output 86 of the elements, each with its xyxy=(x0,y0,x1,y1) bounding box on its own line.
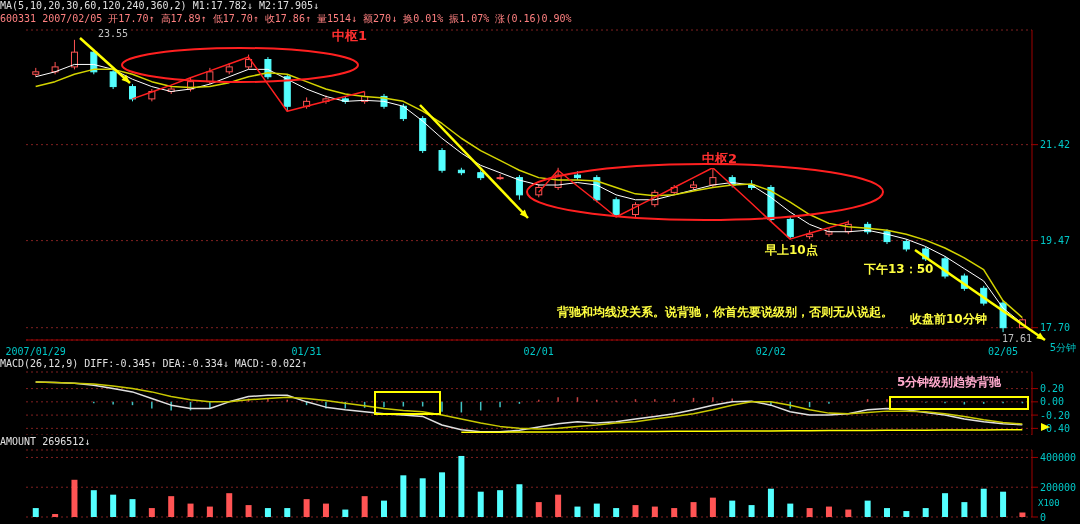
annotation: 5分钟级别趋势背驰 xyxy=(895,374,1004,391)
bar xyxy=(168,496,175,517)
bar xyxy=(477,491,484,517)
bar xyxy=(381,500,387,517)
text: X100 xyxy=(1036,498,1062,508)
bar xyxy=(361,496,368,517)
candlestick xyxy=(786,216,794,240)
bar xyxy=(613,508,620,517)
bar xyxy=(574,506,581,517)
bar xyxy=(497,490,504,517)
bar xyxy=(303,499,310,517)
bar xyxy=(1000,491,1007,517)
y-tick-label: -0.20 xyxy=(1040,409,1071,421)
y-tick-label: 19.47 xyxy=(1040,235,1071,247)
bar xyxy=(671,508,678,517)
bar xyxy=(922,508,929,517)
candlestick xyxy=(515,174,523,201)
bar xyxy=(516,484,523,517)
bar xyxy=(864,500,871,517)
bar xyxy=(206,506,213,517)
bar xyxy=(729,500,736,517)
chart-title: MA(5,10,20,30,60,120,240,360,2) M1:17.782↓ M2:17.905↓ xyxy=(0,0,321,12)
annotation: 背驰和均线没关系。说背驰，你首先要说级别，否则无从说起。 xyxy=(555,304,895,321)
bar xyxy=(961,502,968,517)
y-tick-label: 0 xyxy=(1040,511,1047,523)
bar xyxy=(71,479,78,517)
bar xyxy=(284,508,291,517)
bar xyxy=(825,506,832,517)
y-tick-label: 17.70 xyxy=(1040,322,1071,334)
bar xyxy=(593,503,600,517)
bar xyxy=(748,505,755,517)
chart-title: AMOUNT 2696512↓ xyxy=(0,435,91,448)
x-tick-label: 2007/01/29 xyxy=(5,346,66,358)
y-tick-label: 0.20 xyxy=(1040,383,1065,395)
bar xyxy=(187,503,194,517)
bar xyxy=(129,499,136,517)
bar xyxy=(52,514,59,517)
candlestick xyxy=(109,68,117,90)
bar xyxy=(690,502,697,517)
bar xyxy=(148,508,155,517)
bar xyxy=(226,493,233,517)
bar xyxy=(264,508,271,517)
y-tick-label: 200000 xyxy=(1040,481,1077,493)
bar xyxy=(787,503,794,517)
candlestick xyxy=(825,227,833,238)
bar xyxy=(322,503,329,517)
bar xyxy=(32,508,39,517)
bar xyxy=(555,494,562,517)
bar xyxy=(110,494,117,517)
y-tick-label: 21.42 xyxy=(1040,139,1071,151)
bar xyxy=(767,488,774,517)
annotation: 23.55 xyxy=(96,28,131,39)
y-tick-label: 0.00 xyxy=(1040,396,1065,408)
bar xyxy=(709,497,716,517)
x-tick-label: 01/31 xyxy=(291,346,322,358)
chart-subtitle: 600331 2007/02/05 开17.70↑ 高17.89↑ 低17.70↑ 收17.86↑ 量1514↓ 额270↓ 换0.01% 振1.07% 涨(0.16)0.90% xyxy=(0,12,572,25)
bar xyxy=(90,490,97,517)
bar xyxy=(419,478,426,517)
x-tick-label: 02/01 xyxy=(523,346,554,358)
bar xyxy=(884,508,890,517)
bar xyxy=(245,505,252,517)
bar xyxy=(342,509,349,517)
annotation: 早上10点 xyxy=(763,242,820,259)
candlestick xyxy=(70,39,78,70)
bar xyxy=(845,509,852,517)
candlestick xyxy=(438,147,446,174)
annotation: 17.61 xyxy=(1000,333,1035,344)
bar xyxy=(980,488,987,517)
bar xyxy=(632,505,639,517)
bar xyxy=(400,475,407,517)
x-tick-label: 02/05 xyxy=(987,346,1019,358)
annotation: 收盘前10分钟 xyxy=(908,311,989,328)
candlestick xyxy=(496,173,504,181)
bar xyxy=(806,508,813,517)
bar xyxy=(903,511,910,517)
bar xyxy=(439,472,446,517)
y-tick-label: 400000 xyxy=(1040,451,1077,463)
annotation: 中枢1 xyxy=(330,27,370,45)
annotation: 下午13：50 xyxy=(862,261,936,278)
x-tick-label: 02/02 xyxy=(755,346,786,358)
bar xyxy=(458,455,465,517)
bar xyxy=(942,493,949,517)
bar xyxy=(651,506,658,517)
chart-title: MACD(26,12,9) DIFF:-0.345↑ DEA:-0.334↓ MACD:-0.022↑ xyxy=(0,357,308,370)
x-axis-title: 5分钟 xyxy=(1049,341,1076,355)
bar xyxy=(535,502,542,517)
